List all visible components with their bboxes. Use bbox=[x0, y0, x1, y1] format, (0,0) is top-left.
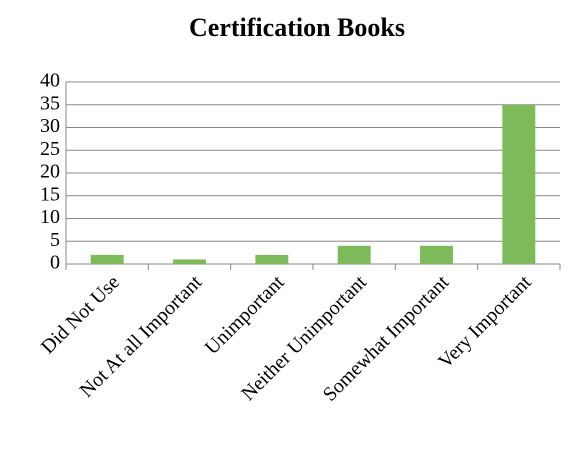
y-tick-label: 15 bbox=[40, 183, 60, 205]
y-tick-label: 30 bbox=[40, 115, 60, 137]
y-tick-label: 0 bbox=[50, 252, 60, 274]
bar bbox=[337, 245, 371, 264]
bar bbox=[420, 245, 453, 264]
bar bbox=[173, 259, 206, 264]
y-tick-label: 20 bbox=[40, 161, 60, 183]
bar bbox=[90, 254, 124, 264]
y-tick-label: 35 bbox=[40, 92, 60, 114]
y-tick-label: 25 bbox=[40, 138, 60, 160]
y-tick-label: 40 bbox=[40, 70, 60, 92]
y-tick-label: 10 bbox=[40, 206, 60, 228]
chart-title: Certification Books bbox=[189, 13, 405, 42]
x-tick-label: Did Not Use bbox=[37, 271, 124, 358]
x-tick-label: Unimportant bbox=[201, 271, 289, 359]
y-tick-label: 5 bbox=[50, 229, 60, 251]
bar bbox=[255, 254, 289, 264]
bar bbox=[502, 104, 536, 264]
